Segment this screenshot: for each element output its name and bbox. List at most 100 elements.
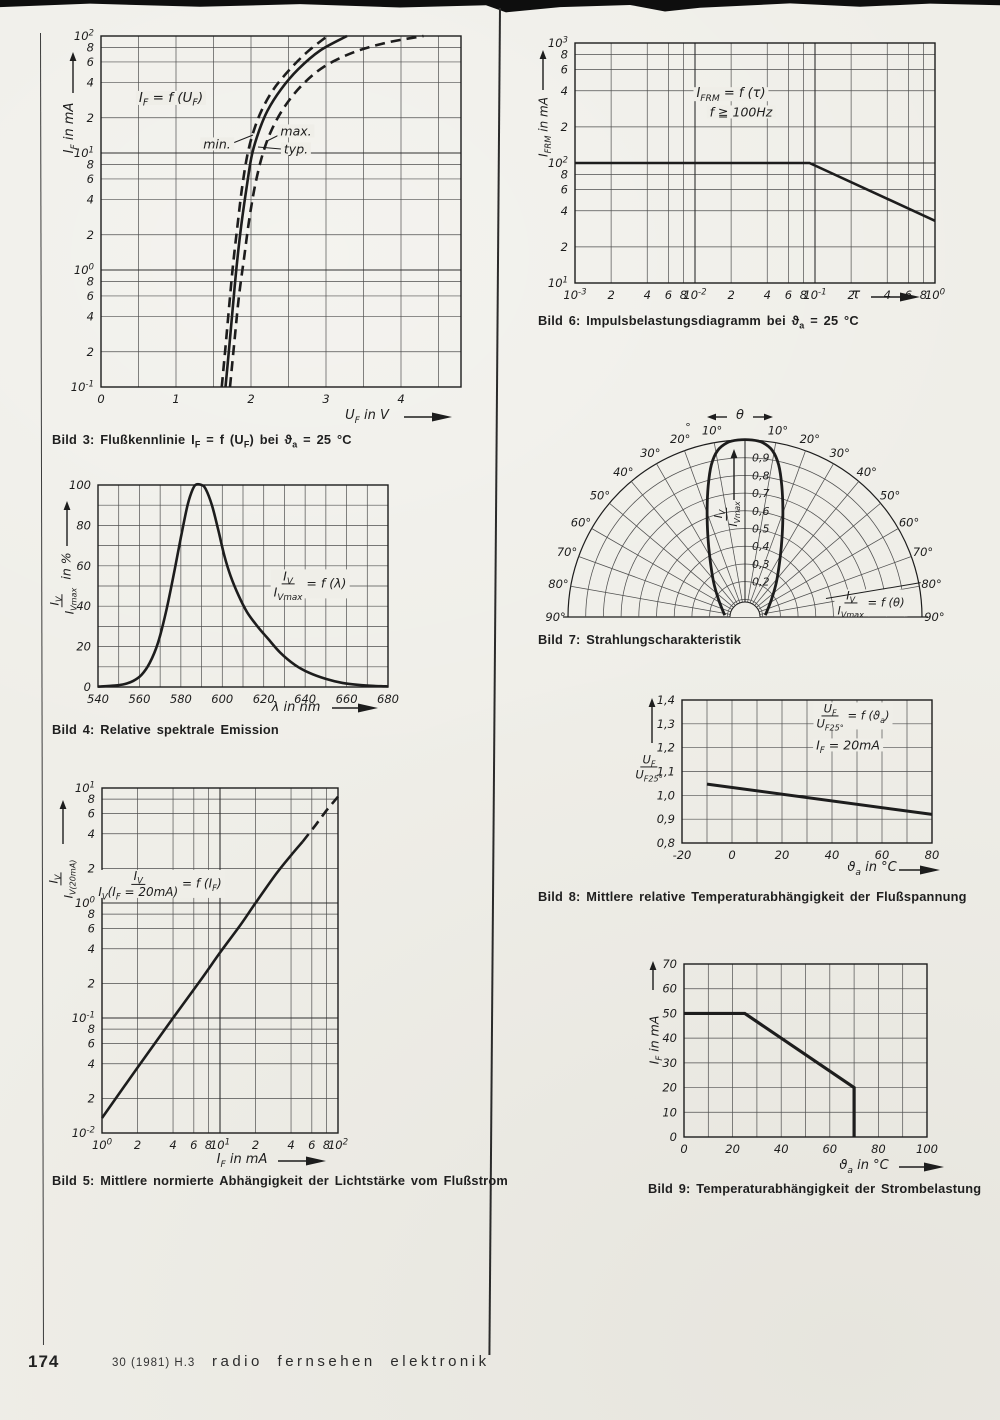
svg-text:70°: 70° bbox=[913, 545, 933, 559]
svg-text:0: 0 bbox=[670, 1130, 677, 1144]
svg-text:10-1: 10-1 bbox=[803, 288, 826, 303]
svg-text:6: 6 bbox=[87, 289, 94, 303]
figure-bild6-plot: 10-3246810-2246810-124681001038642102864… bbox=[539, 36, 946, 303]
svg-text:101: 101 bbox=[548, 276, 568, 291]
svg-text:4: 4 bbox=[561, 204, 568, 218]
svg-text:80: 80 bbox=[925, 848, 940, 862]
svg-text:2: 2 bbox=[561, 120, 568, 134]
svg-text:8: 8 bbox=[561, 168, 568, 182]
svg-text:4: 4 bbox=[561, 84, 568, 98]
svg-text:10-2: 10-2 bbox=[72, 1126, 95, 1141]
svg-text:8: 8 bbox=[88, 1022, 95, 1036]
svg-text:101: 101 bbox=[74, 146, 94, 161]
caption-bild7: Bild 7: Strahlungscharakteristik bbox=[538, 632, 742, 647]
magazine-name: radio fernsehen elektronik bbox=[212, 1353, 490, 1370]
caption-bild9: Bild 9: Temperaturabhängigkeit der Strom… bbox=[648, 1181, 982, 1196]
page-number: 174 bbox=[28, 1352, 60, 1371]
svg-text:3: 3 bbox=[322, 392, 329, 406]
svg-text:60: 60 bbox=[875, 848, 890, 862]
svg-text:40°: 40° bbox=[857, 465, 877, 479]
svg-text:10-3: 10-3 bbox=[563, 288, 586, 303]
svg-text:50°: 50° bbox=[880, 488, 900, 502]
svg-text:0,2: 0,2 bbox=[752, 576, 770, 589]
svg-text:4: 4 bbox=[87, 76, 94, 90]
svg-text:60: 60 bbox=[662, 982, 677, 996]
svg-text:60: 60 bbox=[822, 1142, 837, 1156]
svg-text:2: 2 bbox=[252, 1138, 259, 1152]
svg-text:40°: 40° bbox=[613, 465, 633, 479]
svg-text:8: 8 bbox=[680, 288, 687, 302]
svg-text:0,6: 0,6 bbox=[752, 505, 770, 518]
caption-bild5: Bild 5: Mittlere normierte Abhängigkeit … bbox=[52, 1173, 508, 1188]
svg-text:10-1: 10-1 bbox=[72, 1011, 95, 1026]
svg-text:4: 4 bbox=[87, 310, 94, 324]
svg-text:100: 100 bbox=[92, 1138, 113, 1153]
svg-text:4: 4 bbox=[87, 193, 94, 207]
svg-text:70: 70 bbox=[662, 957, 677, 971]
svg-text:60°: 60° bbox=[571, 515, 591, 529]
svg-text:2: 2 bbox=[87, 228, 94, 242]
svg-text:1,1: 1,1 bbox=[657, 765, 675, 779]
svg-text:2: 2 bbox=[607, 288, 614, 302]
svg-text:2: 2 bbox=[847, 288, 854, 302]
svg-text:101: 101 bbox=[75, 781, 95, 796]
svg-text:70°: 70° bbox=[557, 545, 577, 559]
svg-text:101: 101 bbox=[210, 1138, 230, 1153]
svg-text:4: 4 bbox=[169, 1138, 176, 1152]
svg-text:30°: 30° bbox=[640, 446, 660, 460]
svg-text:8: 8 bbox=[920, 288, 927, 302]
svg-text:100: 100 bbox=[75, 896, 96, 911]
svg-text:40: 40 bbox=[774, 1142, 789, 1156]
svg-text:0: 0 bbox=[680, 1142, 687, 1156]
svg-text:560: 560 bbox=[128, 692, 150, 706]
svg-text:6: 6 bbox=[561, 183, 568, 197]
svg-text:8: 8 bbox=[88, 792, 95, 806]
svg-text:8: 8 bbox=[561, 48, 568, 62]
svg-text:20: 20 bbox=[76, 640, 91, 654]
svg-text:0,3: 0,3 bbox=[752, 558, 770, 571]
svg-text:30°: 30° bbox=[829, 446, 849, 460]
svg-text:0: 0 bbox=[97, 392, 104, 406]
svg-text:2: 2 bbox=[87, 111, 94, 125]
svg-text:0,7: 0,7 bbox=[752, 487, 770, 500]
svg-text:60: 60 bbox=[76, 559, 91, 573]
svg-text:6: 6 bbox=[190, 1138, 197, 1152]
svg-text:90°: 90° bbox=[545, 610, 565, 624]
svg-text:30: 30 bbox=[662, 1056, 677, 1070]
svg-text:2: 2 bbox=[727, 288, 734, 302]
svg-text:50°: 50° bbox=[590, 488, 610, 502]
svg-text:680: 680 bbox=[377, 692, 399, 706]
svg-text:2: 2 bbox=[87, 345, 94, 359]
svg-text:6: 6 bbox=[87, 172, 94, 186]
svg-text:10°: 10° bbox=[768, 423, 788, 437]
svg-text:4: 4 bbox=[884, 288, 891, 302]
svg-text:50: 50 bbox=[662, 1006, 677, 1020]
svg-text:100: 100 bbox=[74, 263, 95, 278]
svg-text:40: 40 bbox=[825, 848, 840, 862]
svg-text:8: 8 bbox=[87, 157, 94, 171]
svg-text:10-1: 10-1 bbox=[71, 380, 94, 395]
svg-text:0,5: 0,5 bbox=[752, 523, 770, 536]
svg-text:8: 8 bbox=[323, 1138, 330, 1152]
svg-text:2: 2 bbox=[88, 861, 95, 875]
page-footer: 174 30 (1981) H.3 radio fernsehen elektr… bbox=[0, 1350, 1000, 1390]
svg-text:20°: 20° bbox=[800, 432, 820, 446]
svg-text:102: 102 bbox=[74, 29, 94, 44]
svg-text:1: 1 bbox=[172, 392, 179, 406]
svg-text:580: 580 bbox=[170, 692, 192, 706]
caption-bild4: Bild 4: Relative spektrale Emission bbox=[52, 722, 279, 737]
svg-text:1,4: 1,4 bbox=[657, 693, 675, 707]
svg-text:10: 10 bbox=[662, 1105, 677, 1119]
svg-text:6: 6 bbox=[308, 1138, 315, 1152]
figure-bild7-plot: 10° 10°20° 20°30° 30°40° 40°50° 50°60° 60°70° 7… bbox=[545, 413, 945, 624]
svg-text:8: 8 bbox=[205, 1138, 212, 1152]
svg-text:600: 600 bbox=[211, 692, 233, 706]
svg-text:4: 4 bbox=[287, 1138, 294, 1152]
svg-text:6: 6 bbox=[88, 807, 95, 821]
svg-text:20°: 20° bbox=[670, 432, 690, 446]
figure-bild4-plot: 540 560 580 600 620 640 660 680 0 20 40 60 80 100 bbox=[63, 478, 399, 713]
svg-text:0: 0 bbox=[728, 848, 735, 862]
